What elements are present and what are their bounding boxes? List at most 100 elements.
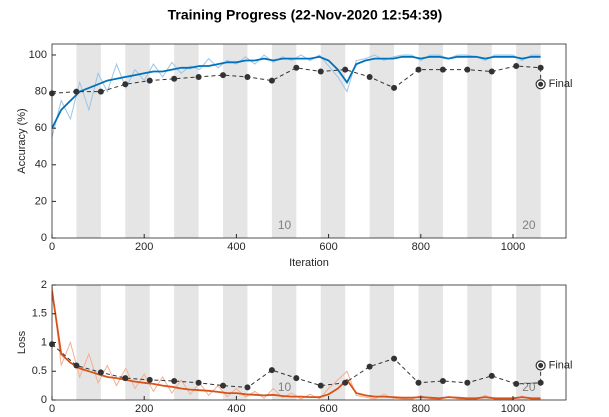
y-tick-label: 40 [35, 159, 47, 171]
validation-point [464, 66, 471, 73]
epoch-label: 20 [522, 218, 536, 232]
epoch-band [320, 285, 346, 400]
x-tick-label: 1000 [501, 241, 525, 253]
epoch-band [76, 44, 101, 238]
validation-point [415, 66, 422, 73]
x-tick-label: 1000 [501, 403, 525, 415]
validation-point [122, 81, 129, 88]
validation-point [171, 75, 178, 82]
epoch-band [467, 44, 492, 238]
epoch-band [223, 285, 248, 400]
validation-point [97, 88, 104, 95]
axes-box [51, 43, 567, 239]
x-tick-label: 600 [319, 241, 337, 253]
validation-point [391, 355, 398, 362]
final-marker-dot [538, 81, 544, 87]
y-tick-label: 0.5 [32, 365, 47, 377]
validation-point [488, 372, 495, 379]
validation-point [513, 62, 520, 69]
validation-point [439, 66, 446, 73]
x-tick-label: 200 [135, 241, 153, 253]
validation-point [244, 73, 251, 80]
validation-point [268, 367, 275, 374]
y-tick-label: 100 [29, 49, 47, 61]
x-tick-label: 400 [227, 403, 245, 415]
validation-point [97, 369, 104, 376]
epoch-label: 10 [278, 218, 292, 232]
validation-point [293, 375, 300, 382]
epoch-band [516, 285, 541, 400]
validation-point [464, 379, 471, 386]
validation-point [342, 66, 349, 73]
epoch-band [418, 44, 443, 238]
epoch-band [467, 285, 492, 400]
training-line [52, 290, 541, 400]
y-axis-label: Accuracy (%) [16, 108, 28, 173]
epoch-band [320, 44, 346, 238]
validation-point [439, 378, 446, 385]
epoch-band [174, 285, 199, 400]
validation-point [171, 378, 178, 385]
y-tick-label: 80 [35, 85, 47, 97]
validation-point [220, 382, 227, 389]
chart-title: Training Progress (22-Nov-2020 12:54:39) [168, 7, 443, 23]
validation-point [146, 77, 153, 84]
validation-point [537, 379, 544, 386]
y-tick-label: 0 [41, 394, 47, 406]
validation-point [122, 375, 129, 382]
x-tick-label: 800 [412, 241, 430, 253]
validation-point [317, 382, 324, 389]
validation-point [391, 84, 398, 91]
validation-point [513, 380, 520, 387]
y-tick-label: 1 [41, 336, 47, 348]
epoch-band [223, 44, 248, 238]
x-tick-label: 0 [49, 403, 55, 415]
validation-point [73, 88, 80, 95]
y-tick-label: 0 [41, 232, 47, 244]
validation-point [146, 376, 153, 383]
x-tick-label: 400 [227, 241, 245, 253]
epoch-band [271, 285, 297, 400]
training-line [52, 55, 541, 129]
epoch-band [76, 285, 101, 400]
epoch-band [369, 285, 395, 400]
final-marker-dot [538, 363, 544, 368]
final-label: Final [549, 359, 573, 371]
epoch-band [516, 44, 541, 238]
epoch-band [174, 44, 199, 238]
validation-point [366, 73, 373, 80]
y-tick-label: 1.5 [32, 308, 47, 320]
validation-point [342, 379, 349, 386]
validation-point [268, 77, 275, 84]
validation-point [220, 72, 227, 79]
validation-point [244, 384, 251, 391]
final-label: Final [549, 78, 573, 90]
validation-point [73, 362, 80, 369]
validation-point [293, 64, 300, 71]
validation-point [195, 73, 202, 80]
validation-point [415, 379, 422, 386]
y-tick-label: 20 [35, 195, 47, 207]
epoch-band [369, 44, 395, 238]
validation-point [317, 68, 324, 75]
x-tick-label: 600 [319, 403, 337, 415]
epoch-band [418, 285, 443, 400]
x-tick-label: 800 [412, 403, 430, 415]
epoch-band [271, 44, 297, 238]
y-tick-label: 60 [35, 122, 47, 134]
x-tick-label: 200 [135, 403, 153, 415]
y-axis-label: Loss [16, 330, 28, 354]
validation-point [488, 68, 495, 75]
validation-point [537, 64, 544, 71]
validation-point [195, 379, 202, 386]
x-axis-label: Iteration [289, 257, 329, 269]
epoch-label: 20 [522, 380, 536, 394]
epoch-label: 10 [278, 380, 292, 394]
y-tick-label: 2 [41, 279, 47, 291]
validation-point [366, 363, 373, 370]
x-tick-label: 0 [49, 241, 55, 253]
validation-line [52, 65, 541, 94]
